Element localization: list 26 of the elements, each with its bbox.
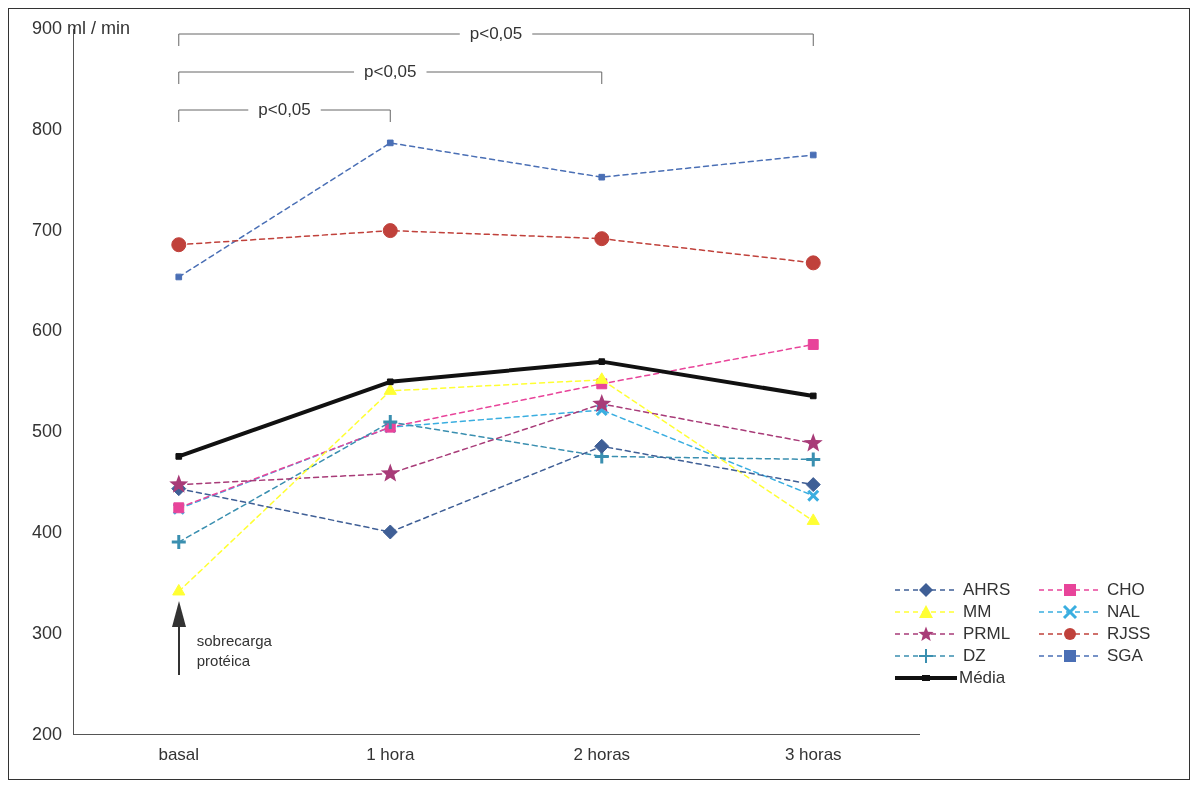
annotation: p<0,05 (258, 99, 311, 119)
y-tick-label: 900 (31, 17, 63, 38)
y-tick-label: 400 (31, 521, 63, 542)
legend-label: PRML (963, 624, 1011, 644)
y-tick-label: 500 (31, 421, 63, 442)
legend-label: DZ (963, 646, 986, 666)
y-tick-label: 200 (31, 723, 63, 744)
annotation: p<0,05 (364, 61, 417, 81)
legend-label: RJSS (1107, 624, 1151, 644)
legend-label: MM (963, 602, 992, 622)
legend-label: SGA (1107, 646, 1143, 666)
x-tick-label: 2 horas (573, 745, 631, 765)
y-tick-label: 700 (31, 219, 63, 240)
y-axis-title: ml / min (67, 17, 131, 38)
x-tick-label: basal (158, 745, 200, 765)
annotation: p<0,05 (469, 23, 523, 43)
annotation: sobrecarga protéica (196, 631, 273, 672)
legend-label: NAL (1107, 602, 1141, 622)
legend-label: Média (959, 668, 1006, 688)
y-tick-label: 600 (31, 320, 63, 341)
x-tick-label: 1 hora (366, 745, 415, 765)
x-tick-label: 3 horas (784, 745, 842, 765)
legend-label: AHRS (963, 580, 1011, 600)
y-tick-label: 300 (31, 622, 63, 643)
y-tick-label: 800 (31, 118, 63, 139)
legend-label: CHO (1107, 580, 1145, 600)
